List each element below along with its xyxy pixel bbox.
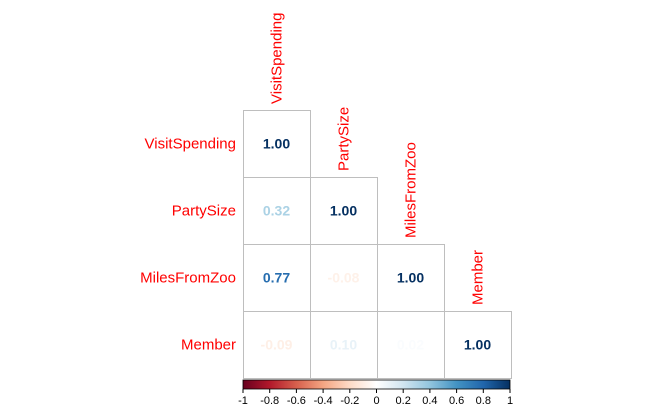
cell-value-label: -0.09: [261, 337, 293, 353]
cell-value-label: 0.32: [263, 203, 290, 219]
row-label-miles-from-zoo: MilesFromZoo: [140, 270, 236, 287]
colorbar-tick-label: 0: [373, 395, 379, 407]
colorbar-tick-label: -1: [238, 395, 248, 407]
colorbar-gradient: [242, 379, 511, 390]
row-label-visit-spending: VisitSpending: [145, 136, 236, 153]
colorbar-tick-label: 0.8: [476, 395, 491, 407]
column-label-party-size: PartySize: [336, 107, 353, 171]
colorbar-tick-label: -0.2: [340, 395, 359, 407]
colorbar-tick-label: 0.2: [396, 395, 411, 407]
row-labels: VisitSpending PartySize MilesFromZoo Member: [140, 136, 236, 354]
cell-value-label: 1.00: [397, 270, 424, 286]
cell-value-label: -0.08: [328, 270, 360, 286]
cell-value-label: 1.00: [330, 203, 357, 219]
colorbar-tick-label: 1: [507, 395, 513, 407]
colorbar-tick-label: -0.4: [314, 395, 333, 407]
matrix-cell: [444, 311, 512, 379]
cell-value-label: 0.02: [397, 337, 424, 353]
colorbar-tick-label: 0.6: [449, 395, 464, 407]
row-label-member: Member: [181, 337, 236, 354]
cell-value-label: 1.00: [464, 337, 491, 353]
matrix-cell: [243, 311, 311, 379]
column-label-member: Member: [470, 250, 487, 305]
row-label-party-size: PartySize: [172, 203, 236, 220]
cell-value-label: 0.77: [263, 270, 290, 286]
colorbar: -1 -0.8 -0.6 -0.4 -0.2 0 0.2 0.4 0.6 0.8 1: [238, 379, 513, 407]
colorbar-tick-label: -0.6: [287, 395, 306, 407]
column-label-visit-spending: VisitSpending: [269, 13, 286, 104]
column-labels: VisitSpending PartySize MilesFromZoo Member: [269, 13, 487, 305]
correlation-matrix: 1.00 0.32 1.00 0.77 -0.08 1.00 -0.09 0.10 0.02 1.…: [243, 110, 512, 379]
matrix-cell: [243, 177, 311, 245]
colorbar-tick-label: 0.4: [422, 395, 437, 407]
matrix-cell: [377, 244, 445, 312]
matrix-cell: [377, 311, 445, 379]
column-label-miles-from-zoo: MilesFromZoo: [403, 142, 420, 238]
matrix-cell: [310, 311, 378, 379]
cell-value-label: 0.10: [330, 337, 357, 353]
cell-value-label: 1.00: [263, 136, 290, 152]
colorbar-tick-label: -0.8: [260, 395, 279, 407]
matrix-cell: [243, 110, 311, 178]
matrix-cell: [310, 177, 378, 245]
matrix-cell: [243, 244, 311, 312]
